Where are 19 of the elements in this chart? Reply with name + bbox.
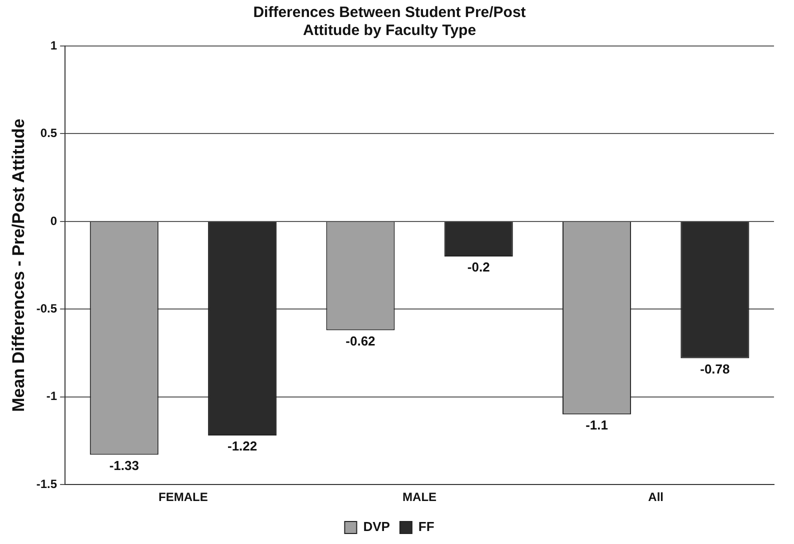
legend-label: DVP bbox=[363, 519, 390, 534]
y-tick-label: -1.5 bbox=[36, 476, 58, 491]
x-tick-label: MALE bbox=[402, 490, 437, 504]
data-label: -0.78 bbox=[700, 361, 730, 376]
y-tick-label: 0.5 bbox=[40, 126, 58, 140]
y-tick-label: -1 bbox=[46, 389, 58, 404]
x-tick-label: All bbox=[648, 490, 664, 504]
y-tick-label: -0.5 bbox=[36, 301, 58, 316]
y-tick-label: 1 bbox=[50, 38, 58, 52]
x-tick-label: FEMALE bbox=[158, 490, 208, 504]
data-label: -1.33 bbox=[109, 458, 139, 473]
legend-label: FF bbox=[418, 519, 434, 534]
y-tick-label: 0 bbox=[50, 214, 58, 228]
chart-title: Differences Between Student Pre/Post Attitude by Faculty Type bbox=[253, 4, 526, 40]
y-axis-title: Mean Differences - Pre/Post Attitude bbox=[8, 118, 28, 412]
data-label: -1.22 bbox=[227, 438, 258, 454]
data-label: -1.1 bbox=[586, 418, 608, 432]
data-label: -0.2 bbox=[467, 260, 490, 275]
data-label: -0.62 bbox=[346, 333, 376, 348]
